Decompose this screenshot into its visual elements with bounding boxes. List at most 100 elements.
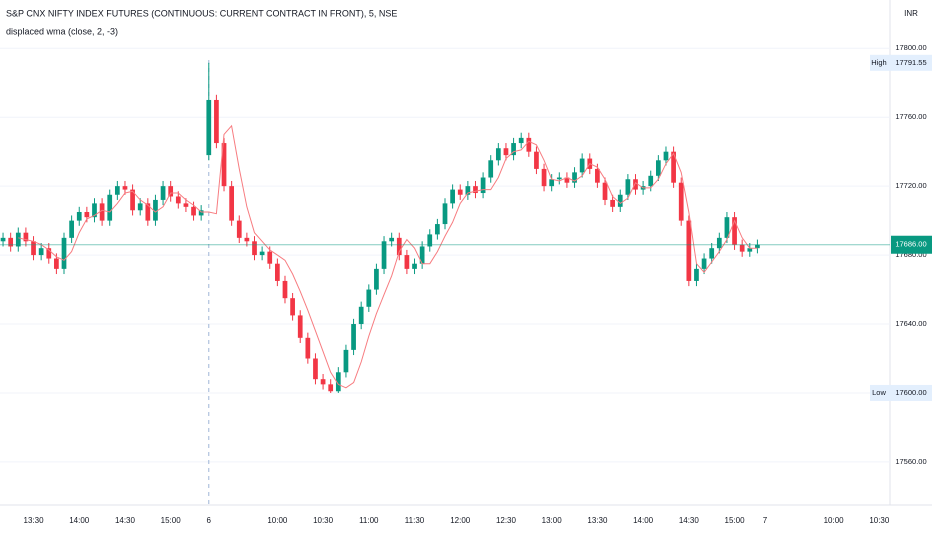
candle-body bbox=[84, 211, 90, 218]
x-tick-label: 13:30 bbox=[587, 516, 608, 525]
y-tick-label: 17640.00 bbox=[895, 319, 926, 328]
candle-body bbox=[305, 337, 311, 359]
candle-body bbox=[320, 379, 326, 385]
candle-body bbox=[183, 203, 189, 207]
candle-body bbox=[572, 172, 577, 183]
candle-body bbox=[145, 203, 151, 221]
y-tick-label: 17720.00 bbox=[895, 181, 926, 190]
high-value: 17791.55 bbox=[895, 58, 926, 67]
candle-body bbox=[655, 160, 661, 176]
candle-body bbox=[556, 177, 562, 180]
candle-body bbox=[175, 196, 181, 204]
candle-body bbox=[663, 151, 669, 161]
x-tick-label: 12:30 bbox=[496, 516, 517, 525]
candle-body bbox=[739, 244, 745, 252]
y-tick-label: 17680.00 bbox=[895, 250, 926, 259]
candle-body bbox=[38, 248, 44, 256]
candle-body bbox=[595, 168, 600, 183]
candle-body bbox=[579, 158, 585, 173]
x-tick-label: 14:30 bbox=[679, 516, 700, 525]
candle-body bbox=[404, 255, 410, 269]
candle-body bbox=[488, 160, 494, 178]
candle-body bbox=[122, 186, 128, 190]
candle-body bbox=[694, 268, 699, 281]
candle-body bbox=[46, 248, 52, 259]
candle-body bbox=[724, 217, 730, 238]
candle-body bbox=[686, 220, 692, 281]
candle-body bbox=[23, 232, 29, 242]
candle-body bbox=[54, 258, 59, 269]
candle-body bbox=[671, 151, 676, 183]
candle-body bbox=[0, 237, 6, 242]
x-tick-label: 10:30 bbox=[313, 516, 334, 525]
candle-body bbox=[511, 143, 516, 156]
chart-title: S&P CNX NIFTY INDEX FUTURES (CONTINUOUS:… bbox=[6, 8, 397, 18]
candle-body bbox=[282, 280, 288, 299]
candle-body bbox=[168, 186, 174, 197]
candle-body bbox=[137, 203, 143, 211]
candle-body bbox=[755, 244, 760, 249]
candle-body bbox=[214, 99, 219, 144]
x-tick-label: 14:30 bbox=[115, 516, 136, 525]
candle-body bbox=[31, 241, 36, 256]
x-tick-label: 12:00 bbox=[450, 516, 471, 525]
candle-body bbox=[221, 143, 227, 187]
candle-body bbox=[259, 251, 265, 256]
candle-body bbox=[343, 349, 349, 373]
candle-body bbox=[297, 315, 303, 338]
high-name: High bbox=[871, 58, 886, 67]
candle-body bbox=[335, 372, 341, 392]
low-value: 17600.00 bbox=[895, 388, 926, 397]
candle-body bbox=[457, 189, 463, 195]
candle-body bbox=[450, 189, 455, 204]
x-tick-label: 10:00 bbox=[267, 516, 288, 525]
candle-body bbox=[61, 237, 67, 269]
grid bbox=[0, 47, 890, 505]
candle-body bbox=[427, 234, 433, 247]
candle-body bbox=[534, 151, 539, 169]
candle-body bbox=[191, 206, 196, 216]
plot-area bbox=[0, 62, 890, 393]
candle-body bbox=[92, 203, 97, 218]
candle-body bbox=[267, 251, 273, 264]
last-price-badge bbox=[891, 235, 932, 254]
candle-body bbox=[206, 99, 212, 156]
low-badge bbox=[870, 384, 932, 401]
candle-body bbox=[114, 186, 120, 195]
candle-body bbox=[610, 199, 615, 207]
candle-body bbox=[480, 177, 486, 194]
axes: 17560.00 17600.00 17640.00 17680.00 17720.00… bbox=[24, 43, 932, 525]
candle-body bbox=[290, 298, 295, 316]
candle-body bbox=[412, 263, 417, 269]
candle-body bbox=[747, 248, 753, 252]
candle-body bbox=[709, 248, 715, 259]
candle-body bbox=[625, 179, 631, 195]
candle-body bbox=[69, 220, 74, 238]
candle-body bbox=[229, 186, 235, 221]
last-price-label: 17686.00 bbox=[895, 240, 926, 249]
candle-body bbox=[549, 179, 555, 187]
candle-body bbox=[198, 210, 204, 216]
indicator-line bbox=[18, 124, 758, 389]
candle-body bbox=[244, 237, 250, 242]
candle-body bbox=[435, 224, 440, 235]
candle-body bbox=[602, 182, 608, 200]
candle-body bbox=[366, 289, 372, 307]
candle-body bbox=[374, 268, 379, 290]
candle-body bbox=[473, 186, 478, 194]
x-tick-label: 13:00 bbox=[542, 516, 563, 525]
candle-body bbox=[15, 232, 21, 247]
x-tick-label: 13:30 bbox=[24, 516, 45, 525]
low-name: Low bbox=[872, 388, 886, 397]
indicator-legend[interactable]: displaced wma (close, 2, -3) bbox=[6, 26, 118, 36]
x-tick-label: 10:30 bbox=[869, 516, 890, 525]
candle-body bbox=[389, 237, 395, 242]
candle-body bbox=[236, 220, 242, 238]
candle-body bbox=[396, 237, 402, 256]
candle-body bbox=[358, 306, 364, 325]
candle-body bbox=[633, 179, 638, 190]
candle-body bbox=[716, 237, 722, 249]
x-tick-label: 14:00 bbox=[633, 516, 654, 525]
